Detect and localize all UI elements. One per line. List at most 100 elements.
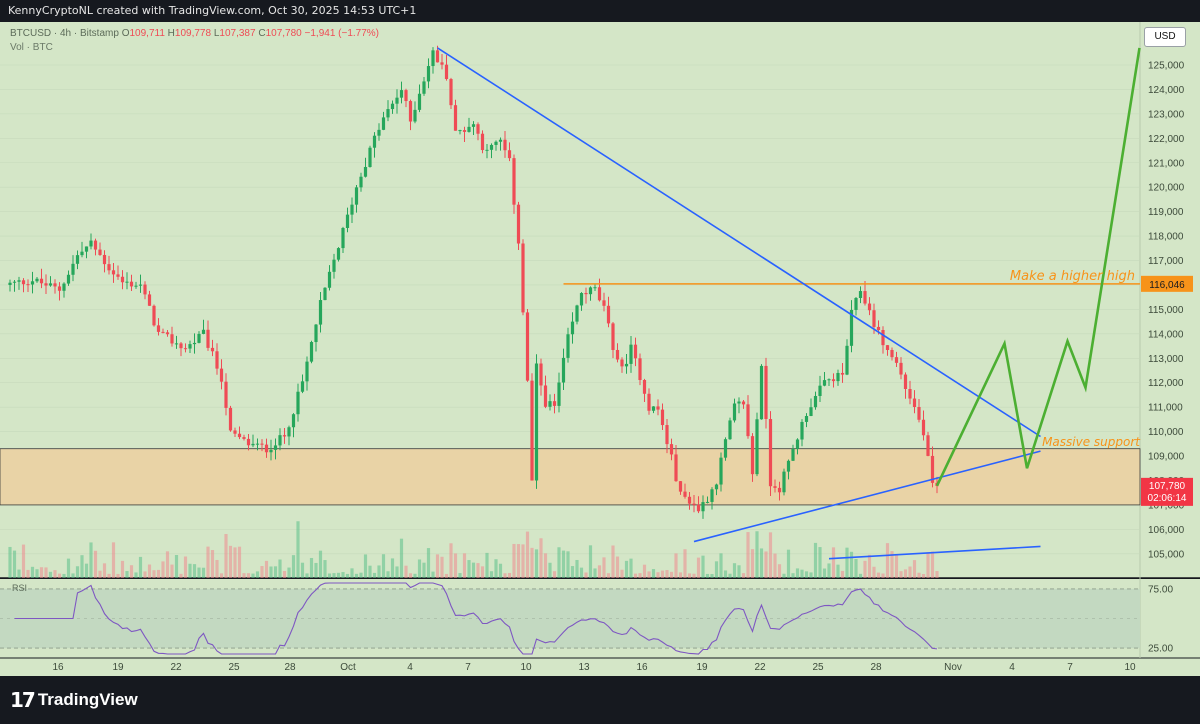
candle — [548, 394, 552, 411]
volume-bar — [732, 563, 737, 578]
candle-body — [579, 293, 584, 306]
price-chart[interactable]: 105,000106,000107,000108,000109,000110,0… — [0, 22, 1200, 676]
candle-body — [660, 409, 665, 426]
candle — [296, 383, 300, 422]
candle-body — [152, 305, 156, 326]
volume-bar — [219, 573, 224, 578]
volume-bar — [206, 546, 210, 578]
candle — [858, 286, 863, 304]
candle-body — [174, 343, 179, 345]
candle-body — [129, 281, 134, 287]
candle — [458, 129, 462, 135]
volume-bar — [395, 566, 399, 578]
candle-body — [759, 365, 764, 420]
candle — [260, 439, 264, 452]
candle — [512, 154, 516, 214]
candle-body — [773, 486, 777, 488]
volume-bar — [863, 560, 867, 578]
candle-body — [246, 438, 251, 446]
candle — [728, 417, 732, 440]
x-tick-label: 25 — [812, 662, 824, 673]
candle-body — [66, 274, 71, 284]
volume-bar — [57, 573, 62, 578]
candle — [674, 445, 678, 482]
volume-bar — [422, 562, 426, 578]
symbol-info: BTCUSD · 4h · Bitstamp O109,711 H109,778… — [10, 28, 379, 39]
volume-bar — [287, 567, 291, 578]
volume-bar — [584, 572, 588, 578]
candle — [476, 122, 480, 141]
candle-body — [782, 471, 786, 493]
volume-bar — [318, 550, 323, 578]
volume-bar — [345, 573, 350, 578]
candle-body — [35, 278, 39, 282]
volume-bar — [192, 564, 197, 578]
candle — [530, 373, 534, 481]
candle — [800, 419, 804, 447]
volume-bar — [215, 559, 219, 578]
candle — [462, 126, 467, 142]
candle — [539, 358, 543, 396]
volume-bar — [665, 570, 669, 578]
candle-body — [903, 374, 908, 389]
volume-bar — [309, 557, 314, 578]
candle-body — [399, 90, 404, 98]
candle-body — [687, 496, 692, 504]
candle-body — [849, 309, 854, 346]
candle-body — [21, 280, 26, 285]
candle-body — [795, 439, 800, 449]
candle — [219, 359, 224, 390]
candle-body — [719, 457, 723, 485]
x-tick-label: 13 — [578, 662, 590, 673]
trendline — [828, 545, 1041, 560]
candle-body — [143, 284, 147, 295]
volume-bar — [624, 560, 629, 578]
candle — [885, 345, 890, 356]
candle-body — [800, 421, 804, 440]
resistance-price-tag — [1141, 275, 1193, 292]
candle — [755, 412, 759, 477]
y-tick-label: 105,000 — [1148, 549, 1185, 560]
volume-bar — [12, 550, 17, 578]
candle — [57, 282, 62, 301]
volume-bar — [431, 571, 435, 578]
candle-body — [453, 105, 458, 131]
footer-bar: 17 TradingView — [0, 676, 1200, 724]
candle-body — [741, 401, 746, 405]
candle — [237, 426, 242, 440]
volume-bar — [228, 545, 233, 578]
candle-body — [831, 379, 836, 382]
volume-bar — [377, 565, 381, 578]
candle — [818, 375, 822, 403]
volume-bar — [372, 572, 377, 578]
candle — [242, 434, 246, 441]
volume-bar — [737, 565, 741, 578]
volume-bar — [282, 570, 287, 578]
y-tick-label: 114,000 — [1148, 329, 1184, 340]
candle — [782, 468, 786, 496]
time-axis-background — [0, 658, 1200, 676]
volume-bar — [233, 547, 237, 578]
candle — [278, 428, 282, 451]
candle — [17, 276, 21, 290]
candle-body — [521, 243, 525, 313]
currency-button[interactable]: USD — [1144, 27, 1186, 47]
candle — [557, 372, 561, 413]
candle — [561, 348, 566, 391]
candle — [215, 343, 219, 375]
chart-frame[interactable]: 105,000106,000107,000108,000109,000110,0… — [0, 22, 1200, 676]
candle-body — [557, 382, 561, 406]
candle — [525, 309, 530, 382]
candle — [597, 278, 602, 302]
volume-bar — [476, 563, 480, 578]
candle-body — [674, 454, 678, 482]
symbol-info-part: C — [258, 28, 265, 39]
volume-bar — [44, 567, 48, 578]
candle-body — [269, 449, 273, 453]
tradingview-logo[interactable]: 17 TradingView — [10, 688, 138, 712]
candle — [651, 406, 656, 414]
volume-bar — [696, 557, 701, 578]
symbol-info-part: 109,711 — [129, 28, 165, 39]
last-price-tag — [1141, 477, 1193, 506]
candle — [926, 431, 930, 457]
